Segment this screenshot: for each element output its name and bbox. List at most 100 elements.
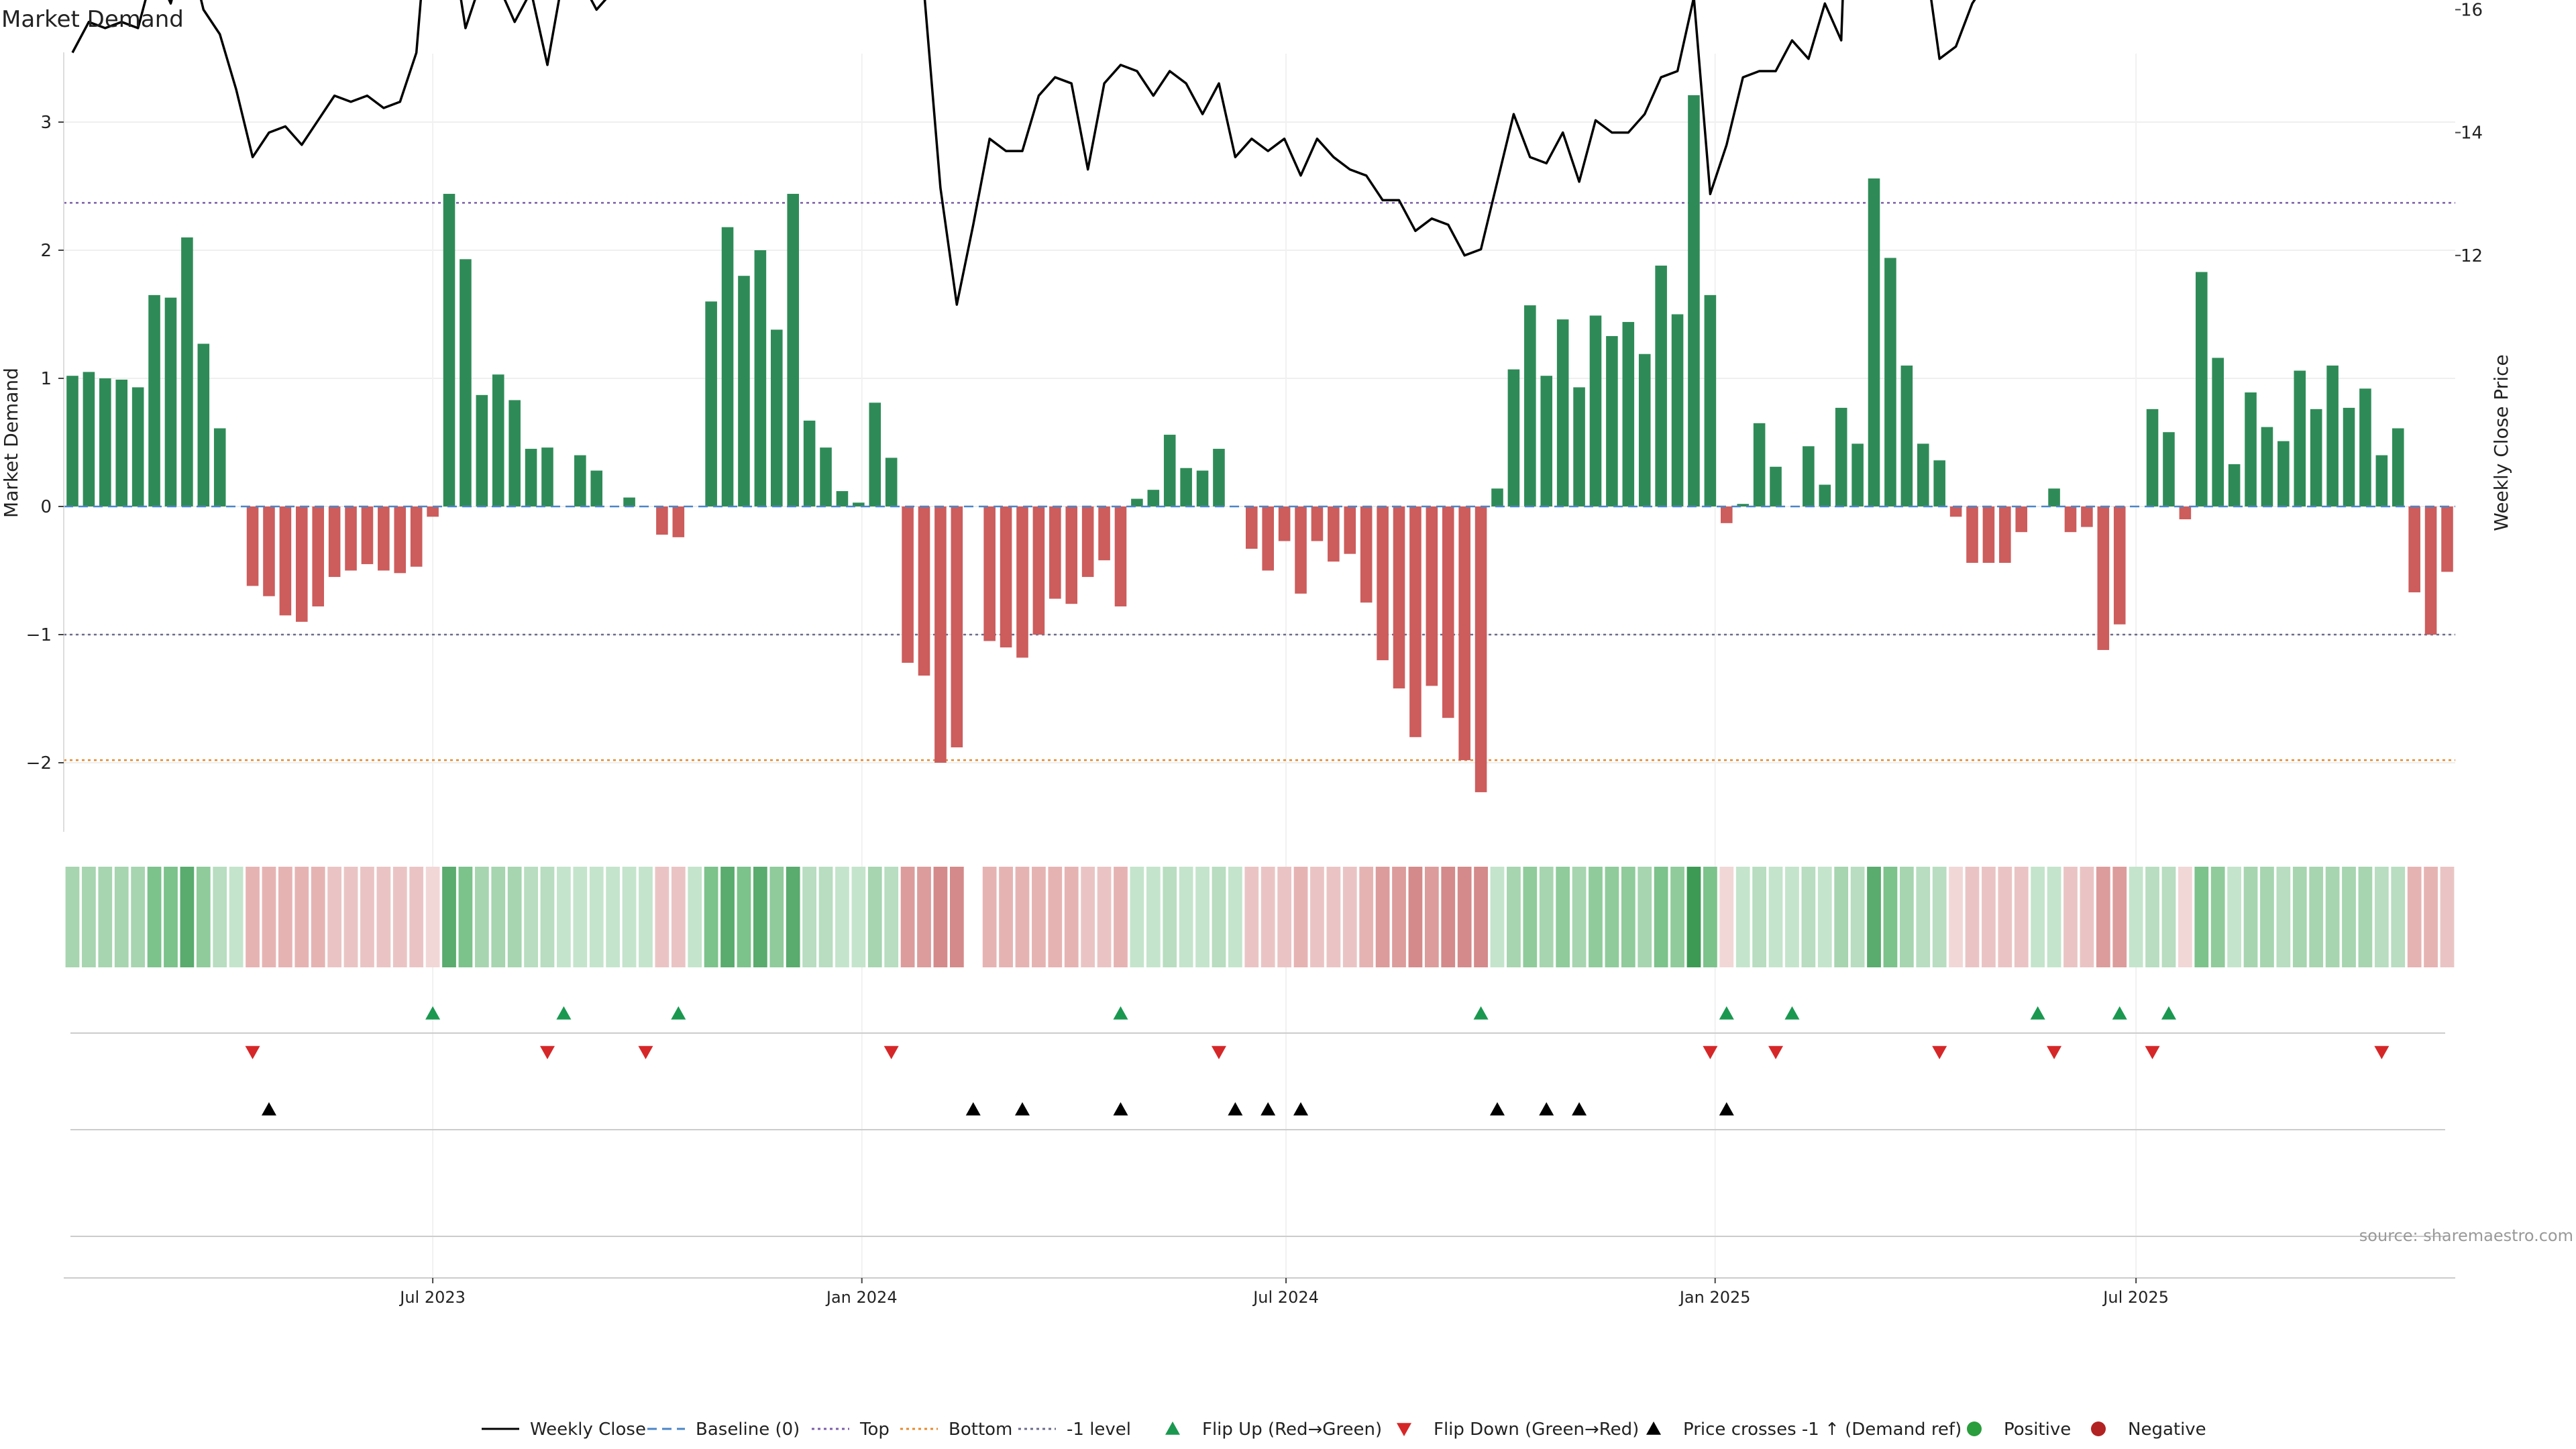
heat-cell — [1850, 867, 1865, 967]
heat-cell — [1474, 867, 1488, 967]
heat-cell — [147, 867, 162, 967]
heat-cell — [2047, 867, 2061, 967]
heat-cell — [425, 867, 440, 967]
right-axis-label: Weekly Close Price — [2490, 354, 2512, 531]
demand-bar — [803, 421, 816, 506]
demand-bar — [1507, 369, 1520, 506]
demand-bar — [1065, 506, 1078, 604]
demand-bar — [738, 276, 750, 506]
demand-bar — [1770, 466, 1782, 506]
heat-cell — [622, 867, 637, 967]
demand-bar — [1344, 506, 1356, 554]
heat-cell — [639, 867, 653, 967]
heat-cell — [1359, 867, 1374, 967]
demand-bar — [1622, 321, 1635, 506]
demand-bar — [2375, 455, 2388, 506]
demand-bar — [1606, 335, 1618, 506]
demand-bar — [164, 297, 177, 506]
legend-swatch — [1165, 1421, 1180, 1435]
heat-cell — [1801, 867, 1816, 967]
heat-cell — [1507, 867, 1521, 967]
legend-label: Baseline (0) — [696, 1419, 800, 1440]
demand-bar — [1196, 470, 1209, 506]
heat-cell — [1572, 867, 1587, 967]
demand-bar — [1803, 446, 1815, 506]
heat-cell — [1670, 867, 1684, 967]
demand-bar — [508, 400, 521, 506]
heat-cell — [114, 867, 129, 967]
reference-lines — [64, 202, 2455, 761]
heat-cell — [671, 867, 686, 967]
demand-bar — [2392, 428, 2404, 506]
legend-label: Flip Up (Red→Green) — [1202, 1419, 1382, 1440]
heat-cell — [98, 867, 113, 967]
demand-bar — [1442, 506, 1454, 718]
price-cross-marker — [261, 1102, 276, 1116]
heat-cell — [442, 867, 456, 967]
x-tick-label: Jul 2025 — [2102, 1288, 2169, 1307]
demand-bar — [1540, 376, 1553, 506]
demand-bar — [902, 506, 914, 663]
demand-bar — [590, 470, 603, 506]
demand-bar — [2359, 388, 2371, 506]
heat-cell — [1441, 867, 1456, 967]
heat-cell — [2358, 867, 2373, 967]
demand-bar — [492, 374, 504, 506]
x-tick-label: Jul 2023 — [398, 1288, 466, 1307]
heat-cell — [802, 867, 816, 967]
demand-bar — [2048, 488, 2060, 506]
demand-bar — [1426, 506, 1438, 686]
heat-cell — [1130, 867, 1144, 967]
heat-cell — [1277, 867, 1291, 967]
flip-up-marker — [1784, 1006, 1800, 1020]
demand-bar — [1295, 506, 1307, 594]
heat-cell — [1375, 867, 1390, 967]
heat-cell — [2325, 867, 2340, 967]
demand-bar — [246, 506, 259, 586]
legend-label: Top — [859, 1419, 890, 1440]
demand-bar — [263, 506, 275, 596]
demand-bar — [1000, 506, 1012, 648]
heat-cell — [573, 867, 588, 967]
heat-cell — [1163, 867, 1177, 967]
demand-bar — [1474, 506, 1487, 792]
demand-bar — [1982, 506, 1995, 564]
right-tick-label: 12 — [2461, 246, 2483, 266]
heat-cell — [1916, 867, 1931, 967]
heat-cell — [491, 867, 506, 967]
demand-bar — [1933, 460, 1945, 506]
heat-cell — [2243, 867, 2258, 967]
heat-cell — [2161, 867, 2176, 967]
heat-cell — [867, 867, 882, 967]
flip-down-marker — [883, 1046, 899, 1059]
demand-bar — [2326, 365, 2339, 506]
heat-cell — [1293, 867, 1308, 967]
demand-bar — [1704, 294, 1717, 506]
heat-cell — [606, 867, 621, 967]
demand-bar — [672, 506, 685, 537]
left-axis-label: Market Demand — [0, 368, 22, 518]
demand-bar — [2146, 409, 2159, 506]
demand-bar — [1311, 506, 1324, 541]
heat-cell — [1179, 867, 1193, 967]
price-cross-marker — [1490, 1102, 1505, 1116]
demand-bar — [1049, 506, 1061, 599]
weekly-close-line — [71, 0, 1976, 306]
heat-cell — [688, 867, 702, 967]
heat-cell — [769, 867, 784, 967]
heat-cell — [1735, 867, 1750, 967]
demand-bar — [2212, 358, 2224, 506]
heat-cell — [474, 867, 489, 967]
heat-cell — [1212, 867, 1226, 967]
demand-bar — [427, 506, 439, 517]
heat-cell — [1228, 867, 1242, 967]
demand-bar — [820, 447, 832, 506]
demand-bar — [1655, 265, 1667, 506]
demand-bar — [1246, 506, 1258, 549]
demand-bar — [574, 455, 586, 506]
heat-cell — [949, 867, 964, 967]
heat-cell — [1817, 867, 1832, 967]
heat-cell — [1719, 867, 1734, 967]
heat-cell — [1883, 867, 1898, 967]
demand-bar — [1131, 498, 1143, 506]
